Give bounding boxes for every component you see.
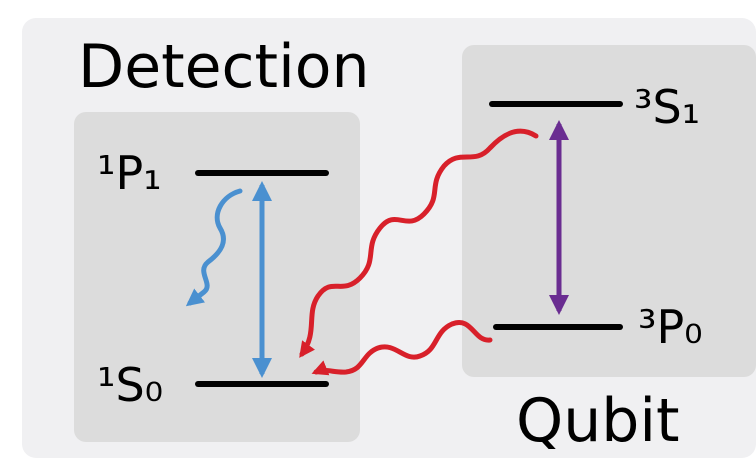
detection-decay-wavy-arrow xyxy=(185,188,243,307)
red-decay-from-3p0 xyxy=(311,320,493,376)
qubit-title: Qubit xyxy=(516,386,680,456)
level-label-3p0: ³P₀ xyxy=(638,300,703,354)
level-label-1p1: ¹P₁ xyxy=(97,146,162,200)
detection-title: Detection xyxy=(78,32,370,102)
red-decay-from-3s1 xyxy=(299,128,539,358)
qubit-box xyxy=(462,45,756,377)
level-label-3s1: ³S₁ xyxy=(634,80,701,134)
level-label-1s0: ¹S₀ xyxy=(97,358,164,412)
